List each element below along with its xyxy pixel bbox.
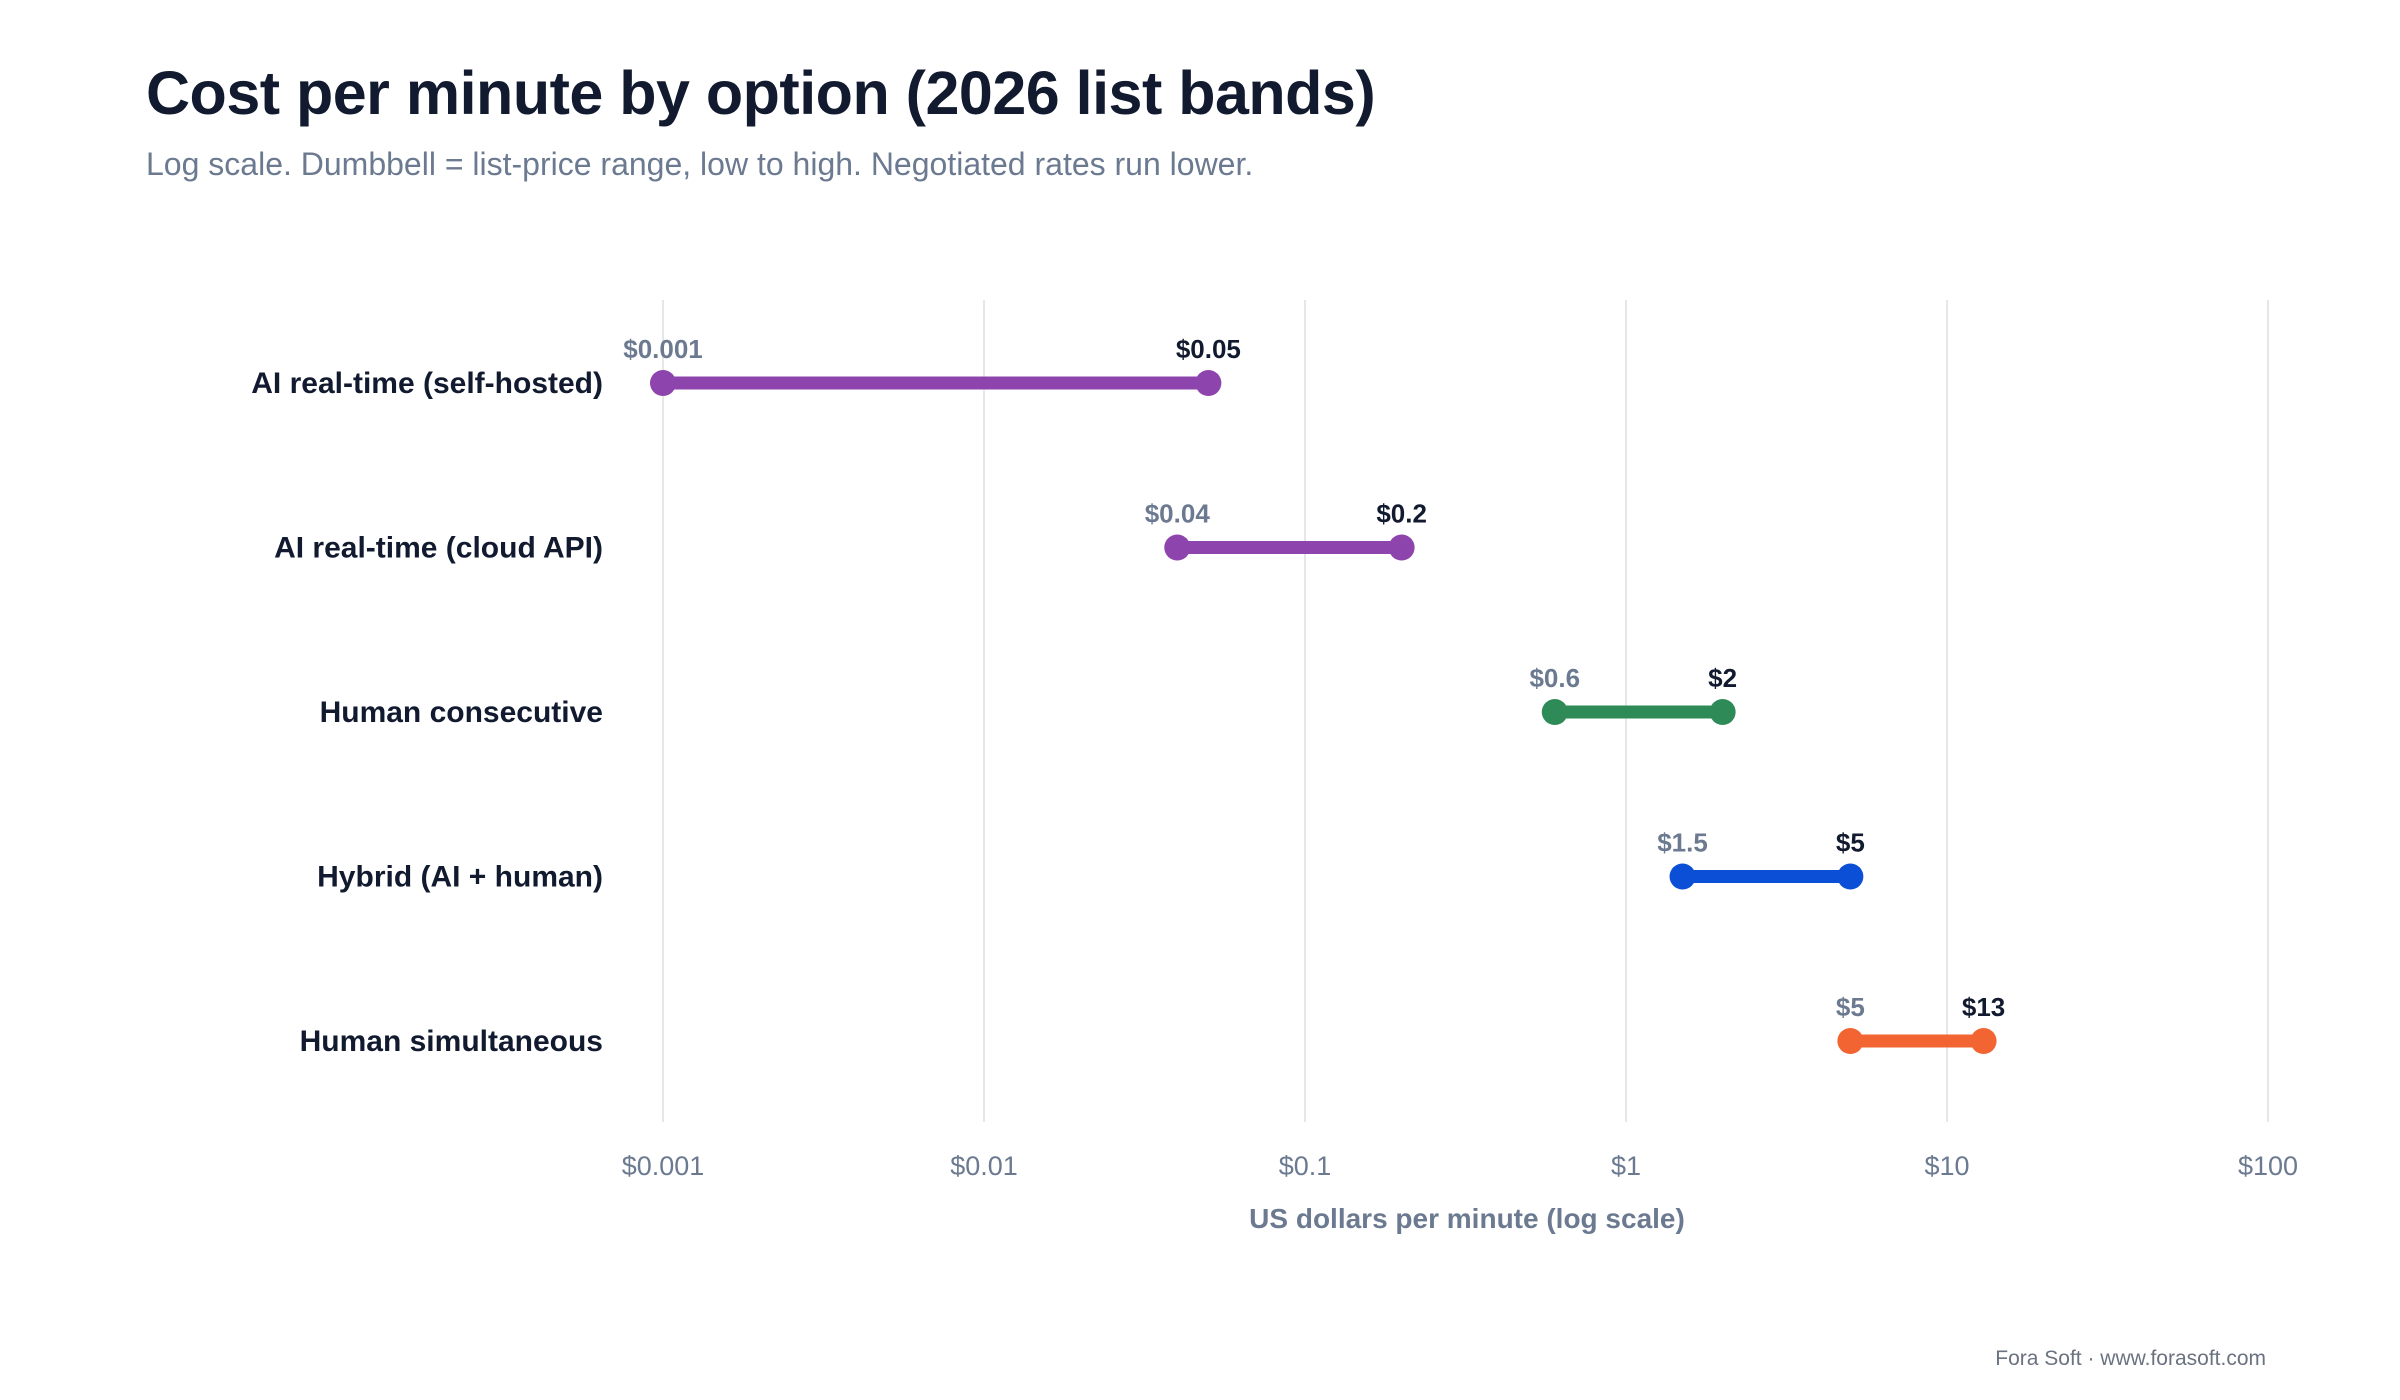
high-point <box>1837 863 1864 890</box>
category-label: Human consecutive <box>320 696 603 729</box>
high-value-label: $2 <box>1708 663 1737 693</box>
x-axis-label: US dollars per minute (log scale) <box>1249 1203 1685 1234</box>
x-tick-label: $1 <box>1611 1151 1641 1181</box>
dumbbell-row: Human simultaneous $5 $13 <box>300 992 2006 1058</box>
dumbbell-row: Human consecutive $0.6 $2 <box>320 663 1738 729</box>
dumbbell-row: AI real-time (self-hosted) $0.001 $0.05 <box>251 334 1241 400</box>
gridlines <box>662 300 2269 1122</box>
high-value-label: $13 <box>1962 992 2005 1022</box>
low-value-label: $0.001 <box>623 334 703 364</box>
low-value-label: $0.04 <box>1145 499 1211 529</box>
x-tick-label: $100 <box>2238 1151 2298 1181</box>
footer-credit: Fora Soft · www.forasoft.com <box>1995 1347 2266 1370</box>
low-point <box>1164 534 1191 561</box>
dumbbell-row: Hybrid (AI + human) $1.5 $5 <box>317 828 1865 894</box>
x-tick-label: $10 <box>1924 1151 1969 1181</box>
category-label: AI real-time (self-hosted) <box>251 367 603 400</box>
high-value-label: $0.05 <box>1176 334 1241 364</box>
dumbbell-rows: AI real-time (self-hosted)$0.001 $0.05AI … <box>251 334 2005 1058</box>
low-value-label: $1.5 <box>1657 828 1708 858</box>
x-tick-label: $0.1 <box>1279 1151 1332 1181</box>
low-value-label: $5 <box>1836 992 1865 1022</box>
high-point <box>1195 370 1222 396</box>
dumbbell-row: AI real-time (cloud API) $0.04 $0.2 <box>274 499 1427 565</box>
x-tick-label: $0.01 <box>950 1151 1018 1181</box>
low-point <box>1669 863 1696 890</box>
category-label: Human simultaneous <box>300 1025 603 1058</box>
high-value-label: $5 <box>1836 828 1865 858</box>
category-label: AI real-time (cloud API) <box>274 532 603 565</box>
low-point <box>1837 1028 1864 1054</box>
category-label: Hybrid (AI + human) <box>317 861 603 894</box>
low-point <box>650 370 676 396</box>
chart-title: Cost per minute by option (2026 list ban… <box>146 59 1376 127</box>
high-point <box>1970 1028 1997 1054</box>
x-tick-label: $0.001 <box>622 1151 705 1181</box>
chart-subtitle: Log scale. Dumbbell = list-price range, … <box>146 146 1254 182</box>
low-value-label: $0.6 <box>1529 663 1580 693</box>
x-axis-ticks: $0.001 $0.01 $0.1 $1 $10 $100 <box>622 1151 2298 1181</box>
high-point <box>1388 534 1415 561</box>
low-point <box>1541 699 1568 725</box>
high-value-label: $0.2 <box>1376 499 1427 529</box>
high-point <box>1709 699 1736 725</box>
